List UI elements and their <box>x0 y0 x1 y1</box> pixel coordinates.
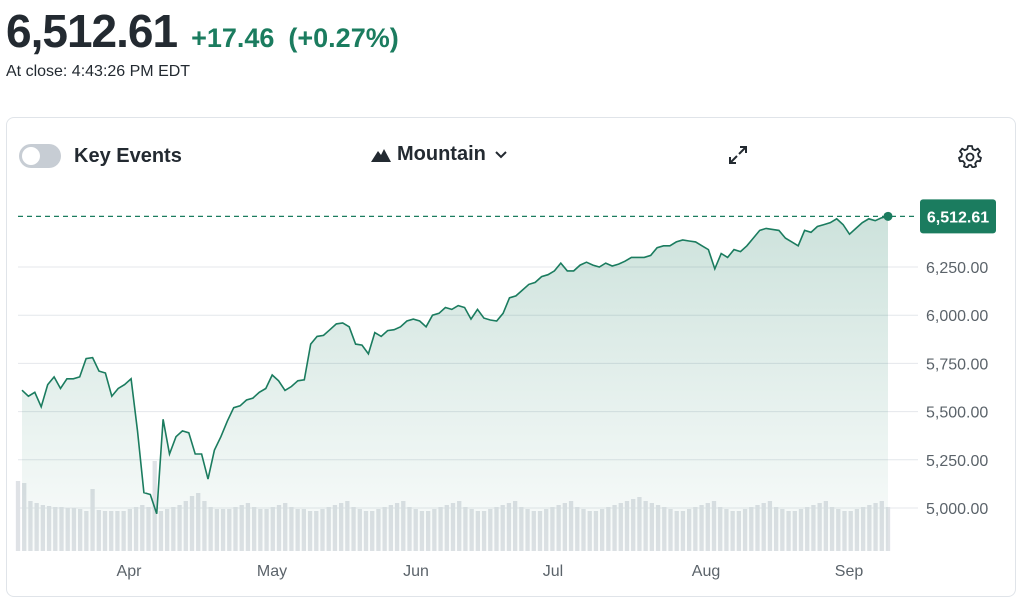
chart-mode-dropdown[interactable]: Mountain <box>371 143 508 166</box>
chart-mode-label: Mountain <box>397 143 486 165</box>
x-tick-label: Jul <box>543 563 563 580</box>
current-value-badge <box>920 199 996 234</box>
expand-icon[interactable] <box>727 144 749 166</box>
y-tick-label: 6,000.00 <box>926 308 988 325</box>
x-tick-label: Apr <box>117 563 143 580</box>
current-price: 6,512.61 <box>6 5 178 57</box>
key-events-toggle[interactable] <box>19 144 61 168</box>
last-point <box>883 211 893 221</box>
quote-header: 6,512.61 +17.46 (+0.27%) <box>6 4 399 58</box>
chevron-down-icon <box>495 150 507 158</box>
mountain-icon <box>371 148 391 162</box>
chart-toolbar: Key Events Mountain <box>7 118 1015 196</box>
price-area <box>22 216 888 551</box>
price-change-percent: (+0.27%) <box>288 23 399 53</box>
gear-icon[interactable] <box>958 144 982 168</box>
y-tick-label: 6,250.00 <box>926 260 988 277</box>
current-value-label: 6,512.61 <box>927 209 989 226</box>
x-tick-label: Sep <box>835 563 864 580</box>
price-line <box>21 215 889 515</box>
y-tick-label: 5,500.00 <box>926 405 988 422</box>
close-time: At close: 4:43:26 PM EDT <box>6 63 191 80</box>
price-change: +17.46 <box>191 23 275 53</box>
y-tick-label: 5,750.00 <box>926 356 988 373</box>
x-tick-label: Jun <box>403 563 429 580</box>
key-events-label: Key Events <box>74 145 182 167</box>
toggle-knob <box>22 147 40 165</box>
x-tick-label: May <box>257 563 287 580</box>
y-tick-label: 5,250.00 <box>926 453 988 470</box>
volume-bar <box>15 481 21 551</box>
price-chart[interactable]: 6,250.00 6,000.00 5,750.00 5,500.00 5,250.00… <box>0 0 1024 584</box>
y-tick-label: 5,000.00 <box>926 501 988 518</box>
x-tick-label: Aug <box>692 563 720 580</box>
